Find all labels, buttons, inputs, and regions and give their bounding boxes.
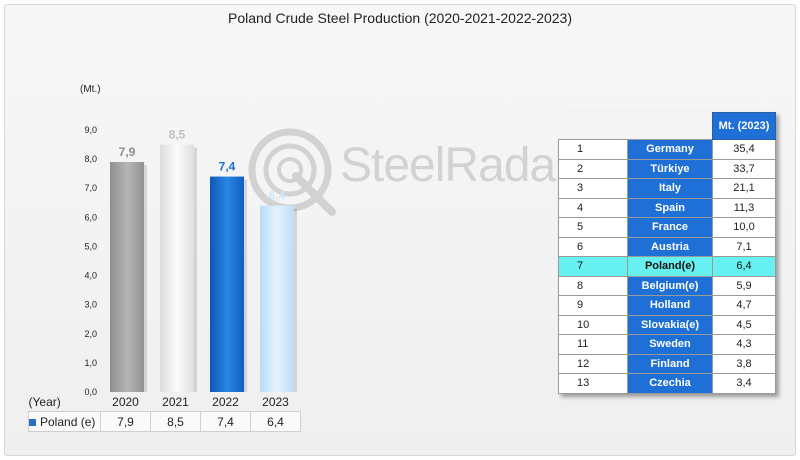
ranking-row: 9 Holland 4,7	[558, 295, 776, 316]
legend-entry: Poland (e)	[28, 411, 101, 432]
x-tick-label: 2022	[212, 394, 239, 409]
ranking-row: 10 Slovakia(e) 4,5	[558, 314, 776, 335]
country-name: Germany	[627, 139, 713, 160]
chart-data-table: (Year) 2020 2021 2022 2023 Poland (e) 7,…	[28, 392, 301, 432]
country-name: Sweden	[627, 334, 713, 355]
ranking-row: 4 Spain 11,3	[558, 197, 776, 218]
y-tick-label: 6,0	[84, 212, 97, 222]
y-axis-unit-label: (Mt.)	[80, 84, 101, 95]
y-tick-label: 7,0	[84, 183, 97, 193]
data-label-2021: 8,5	[169, 128, 186, 142]
production-value: 3,4	[712, 373, 776, 394]
ranking-header-spacer	[559, 113, 713, 140]
rank-number: 3	[558, 178, 628, 199]
country-name: Spain	[627, 197, 713, 218]
rank-number: 2	[558, 158, 628, 179]
production-value: 4,3	[712, 334, 776, 355]
data-labels: 7,9 8,5 7,4 6,4	[119, 128, 286, 203]
ranking-row: 12 Finland 3,8	[558, 353, 776, 374]
country-name: Belgium(e)	[627, 275, 713, 296]
country-name: Poland(e)	[627, 256, 713, 277]
rank-number: 5	[558, 217, 628, 238]
rank-number: 6	[558, 236, 628, 257]
rank-number: 4	[558, 197, 628, 218]
data-label-2023: 6,4	[269, 189, 286, 203]
y-tick-label: 4,0	[84, 271, 97, 281]
country-name: Slovakia(e)	[627, 314, 713, 335]
bar-2021	[160, 144, 194, 392]
production-value: 3,8	[712, 353, 776, 374]
country-name: Türkiye	[627, 158, 713, 179]
bar-series	[110, 144, 297, 392]
data-label-2020: 7,9	[119, 145, 136, 159]
rank-number: 1	[558, 139, 628, 160]
rank-number: 13	[558, 373, 628, 394]
production-value: 35,4	[712, 139, 776, 160]
table-value: 7,4	[200, 411, 251, 432]
rank-number: 8	[558, 275, 628, 296]
country-name: Finland	[627, 353, 713, 374]
country-name: France	[627, 217, 713, 238]
ranking-row: 3 Italy 21,1	[558, 178, 776, 199]
ranking-row: 11 Sweden 4,3	[558, 334, 776, 355]
year-axis-label: (Year)	[28, 394, 61, 409]
ranking-row: 5 France 10,0	[558, 217, 776, 238]
y-tick-label: 0,0	[84, 387, 97, 397]
table-value: 8,5	[150, 411, 201, 432]
rank-number: 9	[558, 295, 628, 316]
production-value: 33,7	[712, 158, 776, 179]
country-name: Czechia	[627, 373, 713, 394]
y-tick-label: 2,0	[84, 329, 97, 339]
y-tick-label: 8,0	[84, 154, 97, 164]
y-tick-label: 3,0	[84, 300, 97, 310]
ranking-row: 2 Türkiye 33,7	[558, 158, 776, 179]
bar-2022	[210, 176, 244, 392]
watermark-logo-icon	[248, 128, 336, 216]
bar-2020	[110, 162, 144, 392]
y-tick-label: 5,0	[84, 241, 97, 251]
production-value: 6,4	[712, 256, 776, 277]
production-value: 5,9	[712, 275, 776, 296]
country-ranking-table: Mt. (2023) 1 Germany 35,4 2 Türkiye 33,7 3 Ital…	[558, 112, 776, 394]
production-value: 4,5	[712, 314, 776, 335]
production-value: 10,0	[712, 217, 776, 238]
data-label-2022: 7,4	[219, 160, 236, 174]
y-tick-label: 1,0	[84, 358, 97, 368]
legend-label: Poland (e)	[40, 414, 96, 429]
table-value: 7,9	[100, 411, 151, 432]
rank-number: 12	[558, 353, 628, 374]
production-value: 11,3	[712, 197, 776, 218]
legend-swatch-icon	[29, 418, 36, 426]
ranking-row: 6 Austria 7,1	[558, 236, 776, 257]
production-value: 7,1	[712, 236, 776, 257]
chart-title: Poland Crude Steel Production (2020-2021…	[227, 10, 572, 26]
x-tick-label: 2023	[262, 394, 289, 409]
country-name: Holland	[627, 295, 713, 316]
y-axis: 0,0 1,0 2,0 3,0 4,0 5,0 6,0 7,0 8,0 9,0	[84, 125, 97, 397]
ranking-row: 1 Germany 35,4	[558, 139, 776, 160]
table-value: 6,4	[250, 411, 301, 432]
bar-2023	[260, 205, 294, 392]
watermark-text: SteelRadar	[340, 139, 571, 192]
production-value: 4,7	[712, 295, 776, 316]
ranking-row: 8 Belgium(e) 5,9	[558, 275, 776, 296]
production-value: 21,1	[712, 178, 776, 199]
rank-number: 11	[558, 334, 628, 355]
country-name: Austria	[627, 236, 713, 257]
rank-number: 7	[558, 256, 628, 277]
x-tick-label: 2020	[112, 394, 139, 409]
country-name: Italy	[627, 178, 713, 199]
ranking-row: 7 Poland(e) 6,4	[558, 256, 776, 277]
y-tick-label: 9,0	[84, 125, 97, 135]
x-tick-label: 2021	[162, 394, 189, 409]
ranking-row: 13 Czechia 3,4	[558, 373, 776, 394]
ranking-header: Mt. (2023)	[712, 112, 776, 140]
steelradar-watermark: SteelRadar	[240, 120, 571, 230]
rank-number: 10	[558, 314, 628, 335]
